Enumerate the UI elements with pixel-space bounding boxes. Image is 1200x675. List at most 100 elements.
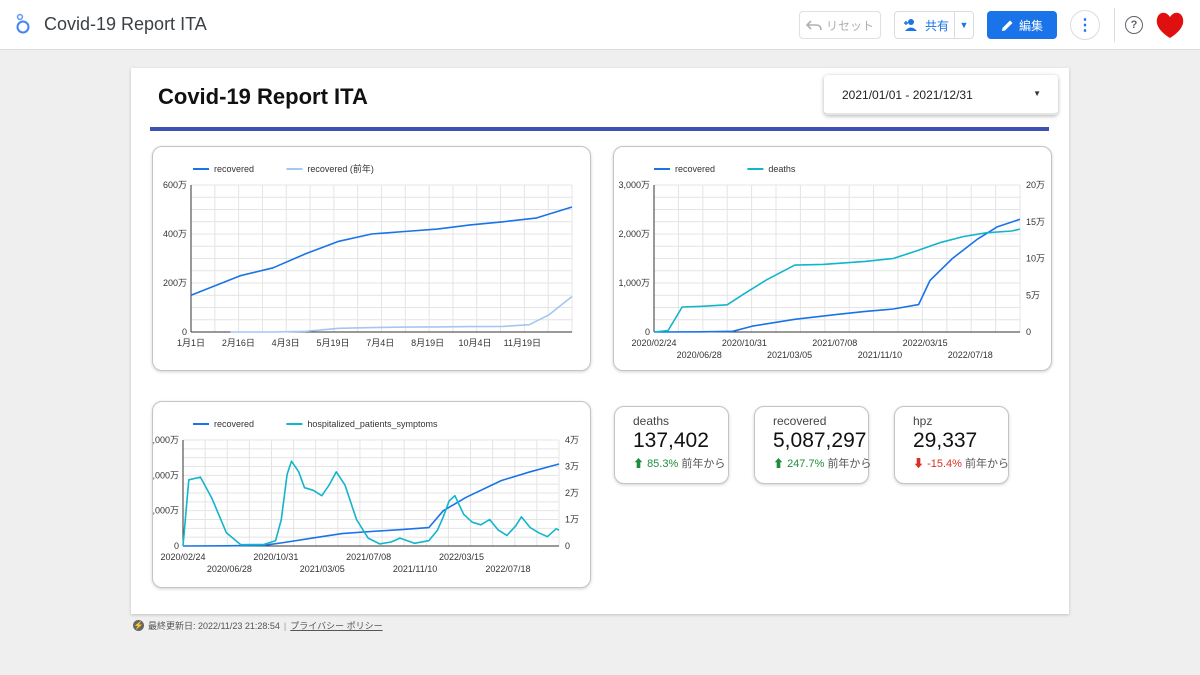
- kpi-suffix: 前年から: [964, 458, 1009, 470]
- y-left-tick-label: 3,000万: [618, 180, 650, 190]
- more-vert-icon: ⋮: [1077, 17, 1093, 34]
- y-left-tick-label: 1,000万: [153, 506, 179, 516]
- y-right-tick-label: 2万: [565, 488, 579, 498]
- chart-recovered-deaths[interactable]: recovered deaths 0 1,000万 2,000万 3,000万 0 5万 10万…: [613, 146, 1052, 371]
- y-right-tick-label: 20万: [1026, 180, 1045, 190]
- x-tick-label: 2021/03/05: [300, 564, 345, 574]
- kpi-label: deaths: [633, 414, 670, 428]
- x-tick-label: 2022/07/18: [485, 564, 530, 574]
- legend-label: recovered (前年): [307, 163, 374, 174]
- series-line: [182, 460, 560, 547]
- reset-button[interactable]: リセット: [799, 11, 881, 39]
- share-dropdown-icon[interactable]: ▼: [959, 20, 969, 30]
- chart-recovered-vs-previous-year[interactable]: recovered recovered (前年) 0 200万 400万 600万 1月1日…: [152, 146, 591, 371]
- x-tick-label: 4月3日: [272, 338, 300, 348]
- y-tick-label: 200万: [163, 278, 187, 288]
- y-right-tick-label: 0: [1026, 327, 1031, 337]
- x-tick-label: 2020/06/28: [677, 350, 722, 360]
- chart-grid: [653, 184, 1021, 333]
- edit-label: 編集: [1018, 18, 1043, 33]
- kpi-deaths[interactable]: deaths 137,402 ⬆ 85.3% 前年から: [614, 406, 729, 484]
- x-tick-label: 2月16日: [222, 338, 255, 348]
- legend-label: recovered: [214, 164, 254, 174]
- chart-recovered-hospitalized[interactable]: recovered hospitalized_patients_symptoms 0…: [152, 401, 591, 588]
- x-tick-label: 2020/06/28: [207, 564, 252, 574]
- y-right-tick-label: 5万: [1026, 290, 1040, 300]
- x-tick-label: 5月19日: [316, 338, 349, 348]
- report-canvas: Covid-19 Report ITA 2021/01/01 - 2021/12…: [131, 68, 1069, 614]
- kpi-label: hpz: [913, 414, 933, 428]
- reset-label: リセット: [825, 18, 874, 33]
- y-right-tick-label: 1万: [565, 515, 579, 525]
- legend-label: hospitalized_patients_symptoms: [307, 419, 438, 429]
- x-tick-label: 2022/03/15: [903, 338, 948, 348]
- help-button[interactable]: ?: [1125, 16, 1143, 34]
- chart-svg: recovered deaths 0 1,000万 2,000万 3,000万 0 5万 10万…: [618, 164, 1045, 360]
- footer: ⚡ 最終更新日: 2022/11/23 21:28:54 | プライバシー ポリ…: [133, 619, 383, 632]
- legend-label: recovered: [214, 419, 254, 429]
- kpi-delta: ⬆ 247.7% 前年から: [773, 455, 871, 471]
- kpi-change: 85.3%: [647, 458, 679, 470]
- kpi-hpz[interactable]: hpz 29,337 ⬇ -15.4% 前年から: [894, 406, 1009, 484]
- bolt-icon: ⚡: [133, 620, 144, 631]
- y-tick-label: 400万: [163, 229, 187, 239]
- x-tick-label: 8月19日: [411, 338, 444, 348]
- chart-svg: recovered hospitalized_patients_symptoms 0…: [153, 419, 579, 574]
- toolbar-divider: [1114, 8, 1115, 42]
- y-left-tick-label: 0: [174, 541, 179, 551]
- y-tick-label: 0: [182, 327, 187, 337]
- arrow-up-icon: ⬆: [633, 458, 644, 470]
- y-right-tick-label: 3万: [565, 462, 579, 472]
- x-tick-label: 2022/03/15: [439, 552, 484, 562]
- y-left-tick-label: 2,000万: [618, 229, 650, 239]
- chevron-down-icon: ▼: [1033, 89, 1041, 98]
- edit-button[interactable]: 編集: [987, 11, 1057, 39]
- x-tick-label: 7月4日: [366, 338, 394, 348]
- share-label: 共有: [925, 18, 950, 33]
- x-tick-label: 2020/10/31: [722, 338, 767, 348]
- app-title: Covid-19 Report ITA: [44, 14, 207, 34]
- x-tick-label: 2022/07/18: [948, 350, 993, 360]
- footer-separator: |: [283, 620, 287, 631]
- report-title: Covid-19 Report ITA: [158, 84, 368, 109]
- x-tick-label: 2021/07/08: [346, 552, 391, 562]
- title-divider: [150, 127, 1049, 131]
- y-left-tick-label: 1,000万: [618, 278, 650, 288]
- series-line: [653, 218, 1021, 333]
- series-line: [653, 228, 1021, 333]
- more-options-button[interactable]: ⋮: [1070, 10, 1100, 40]
- kpi-change: 247.7%: [787, 458, 825, 470]
- looker-studio-logo-icon: [16, 13, 30, 34]
- help-icon: ?: [1130, 19, 1138, 31]
- x-tick-label: 2020/02/24: [160, 552, 205, 562]
- kpi-value: 29,337: [913, 429, 978, 452]
- pencil-icon: [1001, 20, 1013, 31]
- y-tick-label: 600万: [163, 180, 187, 190]
- date-range-picker[interactable]: 2021/01/01 - 2021/12/31 ▼: [824, 75, 1058, 115]
- avatar[interactable]: [1154, 8, 1186, 40]
- date-range-value: 2021/01/01 - 2021/12/31: [842, 88, 973, 102]
- x-tick-label: 2021/03/05: [767, 350, 812, 360]
- x-tick-label: 2021/11/10: [393, 564, 437, 574]
- x-tick-label: 1月1日: [177, 338, 205, 348]
- share-button[interactable]: 共有 ▼: [894, 11, 974, 39]
- add-person-icon: [904, 19, 917, 31]
- undo-icon: [805, 20, 822, 31]
- kpi-label: recovered: [773, 414, 827, 428]
- chart-grid: [182, 439, 560, 547]
- top-bar: Covid-19 Report ITA リセット 共有 ▼ 編集 ⋮ ?: [0, 0, 1200, 50]
- kpi-suffix: 前年から: [827, 458, 872, 470]
- kpi-recovered[interactable]: recovered 5,087,297 ⬆ 247.7% 前年から: [754, 406, 871, 484]
- y-right-tick-label: 0: [565, 541, 570, 551]
- arrow-down-icon: ⬇: [913, 458, 924, 470]
- kpi-value: 5,087,297: [773, 429, 867, 452]
- privacy-policy-link[interactable]: プライバシー ポリシー: [290, 621, 383, 631]
- x-tick-label: 2020/02/24: [631, 338, 676, 348]
- kpi-change: -15.4%: [927, 458, 962, 470]
- kpi-suffix: 前年から: [681, 458, 726, 470]
- chart-svg: recovered recovered (前年) 0 200万 400万 600万 1月1日…: [163, 163, 573, 348]
- last-updated: 最終更新日: 2022/11/23 21:28:54: [148, 621, 280, 631]
- x-tick-label: 10月4日: [458, 338, 491, 348]
- arrow-up-icon: ⬆: [773, 458, 784, 470]
- series-line: [182, 463, 560, 547]
